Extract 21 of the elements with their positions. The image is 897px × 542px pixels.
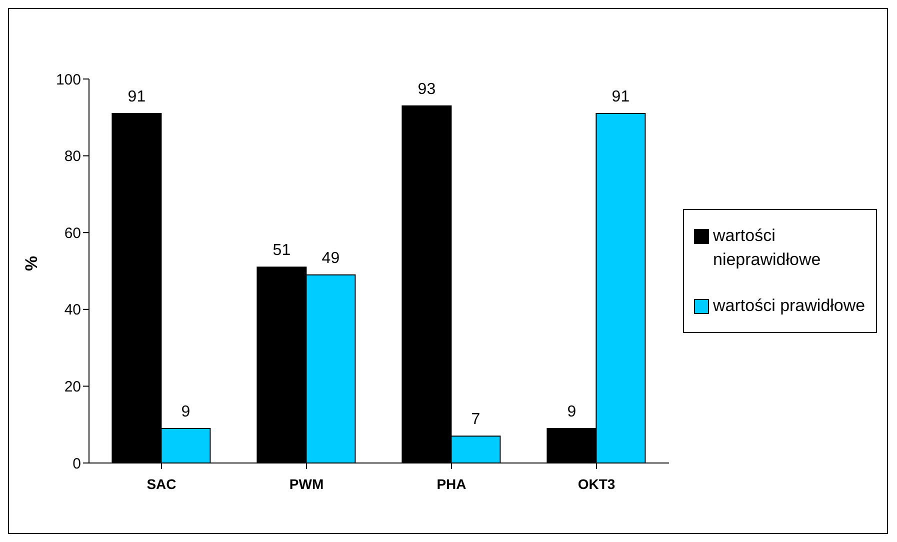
y-tick-label: 100: [56, 71, 81, 88]
y-tick-label: 60: [64, 224, 81, 242]
data-label: 49: [322, 250, 340, 267]
y-tick-label: 20: [64, 378, 81, 396]
data-label: 91: [612, 88, 630, 106]
y-tick-label: 80: [64, 148, 81, 166]
x-tick-label: PHA: [436, 476, 466, 492]
legend-label: wartości prawidłowe: [713, 295, 866, 317]
x-tick-label: OKT3: [578, 476, 616, 492]
legend-label: wartości nieprawidłowe: [713, 225, 822, 271]
x-tick-label: SAC: [146, 476, 176, 492]
x-tick-label: PWM: [289, 476, 324, 492]
data-label: 7: [471, 411, 480, 428]
data-label: 93: [418, 80, 436, 98]
data-label: 9: [567, 403, 576, 420]
y-tick-label: 40: [64, 302, 81, 319]
data-label: 91: [128, 88, 146, 106]
y-axis-title: %: [22, 256, 42, 271]
data-label: 9: [181, 403, 190, 420]
data-label: 51: [272, 242, 291, 260]
y-tick-label: 0: [72, 455, 81, 472]
